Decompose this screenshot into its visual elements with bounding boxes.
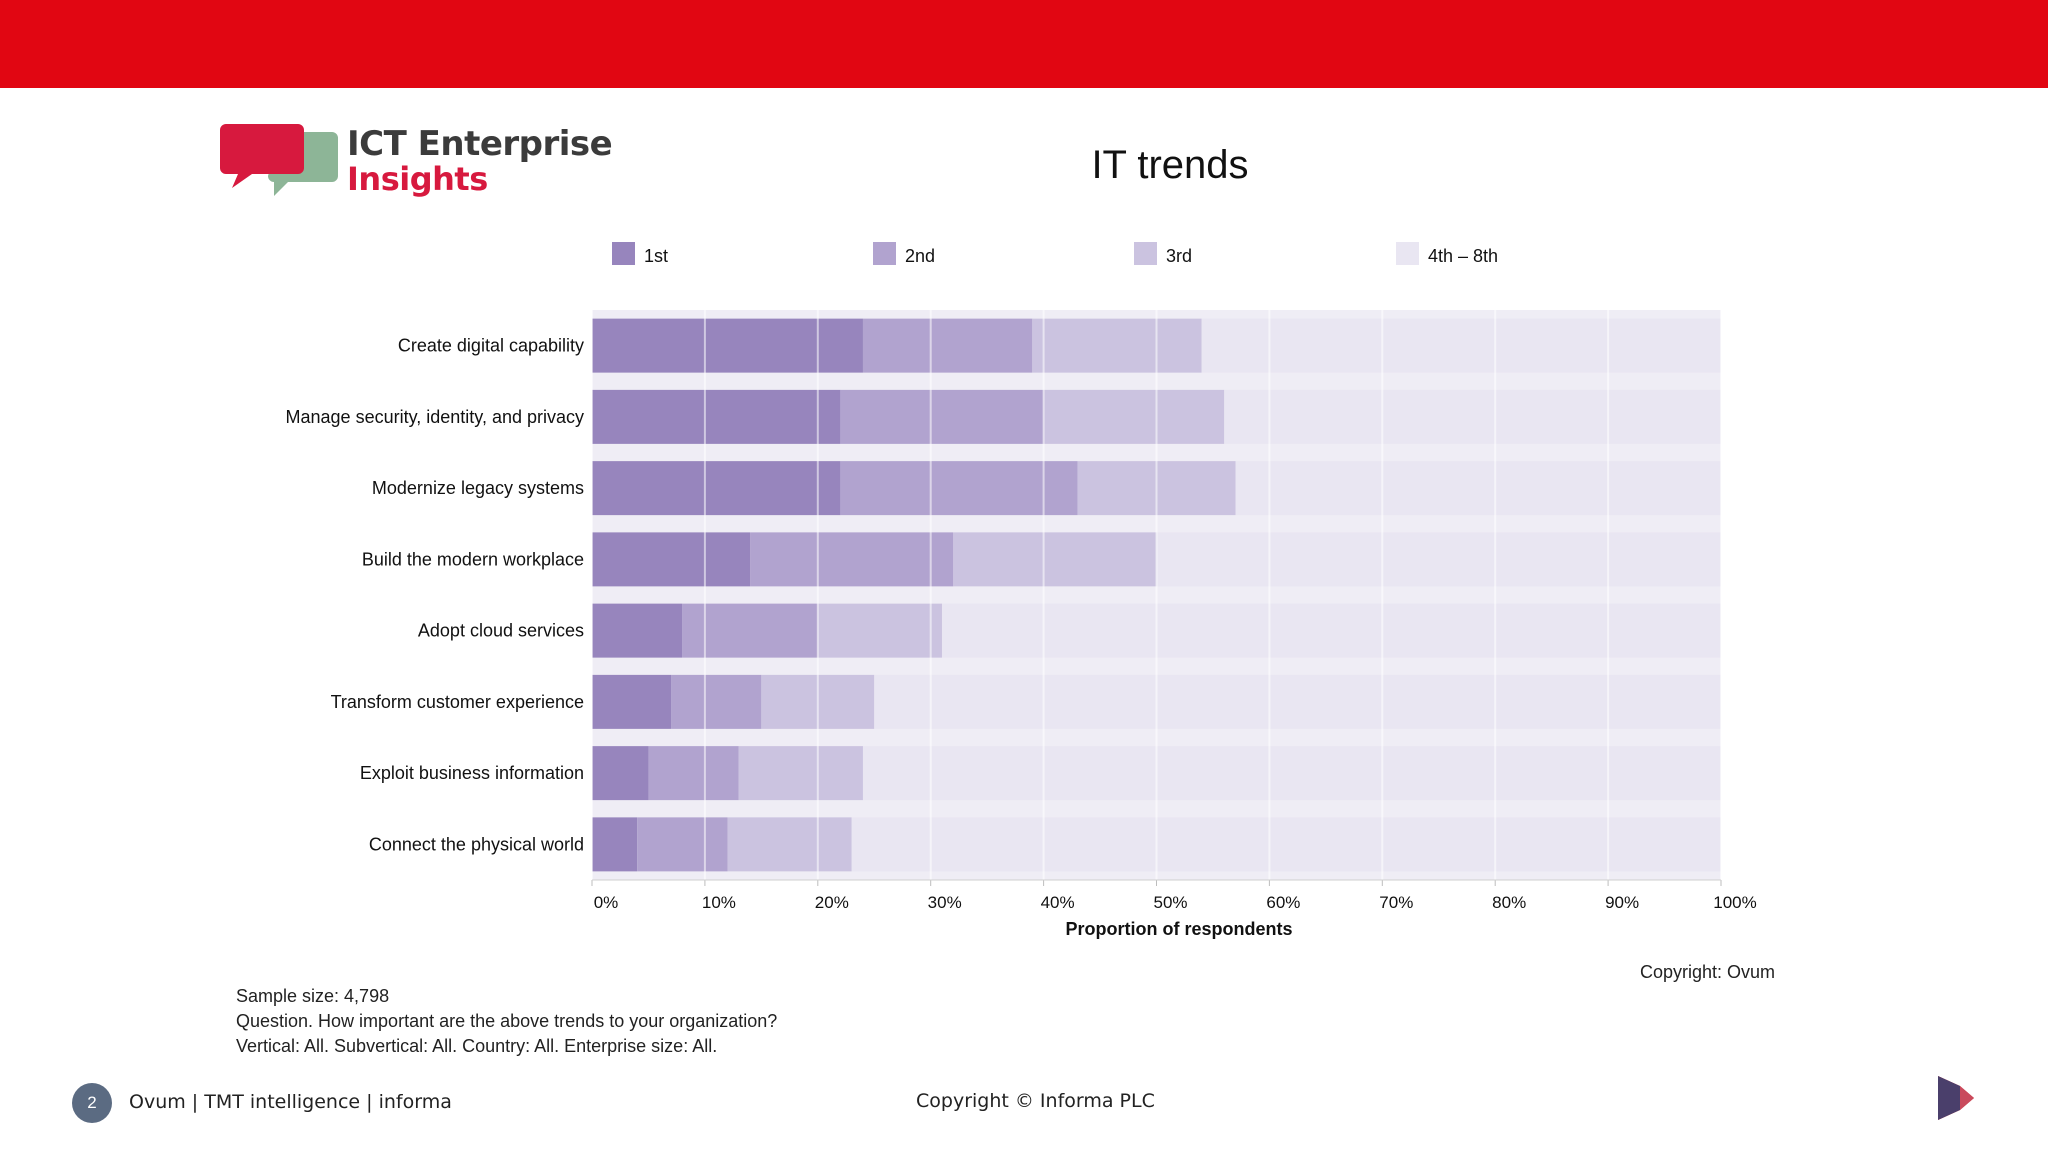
x-tick-label: 30% bbox=[928, 893, 962, 912]
category-label: Connect the physical world bbox=[369, 834, 584, 854]
footer-brand-text: Ovum | TMT intelligence | informa bbox=[129, 1091, 452, 1113]
category-labels: Create digital capability Manage security… bbox=[286, 336, 584, 855]
top-banner bbox=[0, 0, 2048, 88]
legend-swatch bbox=[1396, 242, 1419, 265]
gridlines bbox=[591, 306, 1722, 886]
bar-segment bbox=[648, 746, 739, 801]
category-label: Exploit business information bbox=[360, 763, 584, 783]
bar-segment bbox=[941, 603, 1721, 658]
category-label: Build the modern workplace bbox=[362, 549, 584, 569]
bar-segment bbox=[671, 674, 762, 729]
bar-segment bbox=[953, 532, 1157, 587]
chart-legend: 1st 2nd 3rd 4th – 8th bbox=[612, 242, 1498, 266]
category-label: Adopt cloud services bbox=[418, 621, 584, 641]
footer-copyright: Copyright © Informa PLC bbox=[916, 1090, 1155, 1112]
bar-segment bbox=[1235, 461, 1721, 516]
bar-segment bbox=[637, 817, 728, 872]
x-tick-label: 80% bbox=[1492, 893, 1526, 912]
bar-segment bbox=[1043, 389, 1225, 444]
bar-segment bbox=[592, 389, 841, 444]
page-number-badge: 2 bbox=[72, 1083, 112, 1123]
legend-label: 2nd bbox=[905, 246, 935, 266]
x-tick-label: 40% bbox=[1041, 893, 1075, 912]
bar-segment bbox=[840, 389, 1044, 444]
bar-segment bbox=[862, 746, 1721, 801]
x-tick-label: 70% bbox=[1379, 893, 1413, 912]
x-tick-label: 10% bbox=[702, 893, 736, 912]
x-tick-label: 50% bbox=[1153, 893, 1187, 912]
bar-segment bbox=[738, 746, 863, 801]
bar-segment bbox=[592, 674, 672, 729]
bar-segment bbox=[851, 817, 1721, 872]
x-tick-label: 90% bbox=[1605, 893, 1639, 912]
bar-segment bbox=[840, 461, 1078, 516]
bar-segment bbox=[592, 817, 638, 872]
bar-segment bbox=[862, 318, 1033, 373]
bar-segment bbox=[1156, 532, 1721, 587]
category-label: Create digital capability bbox=[398, 336, 584, 356]
informa-logo-icon bbox=[1938, 1076, 1974, 1120]
bar-segment bbox=[592, 461, 841, 516]
legend-swatch bbox=[873, 242, 896, 265]
x-tick-label: 0% bbox=[594, 893, 619, 912]
category-label: Transform customer experience bbox=[331, 692, 584, 712]
legend-label: 1st bbox=[644, 246, 668, 266]
chart-copyright: Copyright: Ovum bbox=[1639, 962, 1775, 982]
legend-swatch bbox=[612, 242, 635, 265]
filters-note: Vertical: All. Subvertical: All. Country… bbox=[236, 1036, 718, 1056]
bar-segment bbox=[1224, 389, 1721, 444]
category-label: Manage security, identity, and privacy bbox=[286, 407, 584, 427]
bar-segment bbox=[1032, 318, 1202, 373]
x-tick-label: 100% bbox=[1713, 893, 1756, 912]
bar-segment bbox=[682, 603, 818, 658]
bar-segment bbox=[592, 746, 649, 801]
sample-size-note: Sample size: 4,798 bbox=[236, 986, 390, 1006]
legend-swatch bbox=[1134, 242, 1157, 265]
chart-title: IT trends bbox=[1091, 143, 1248, 187]
bar-segment bbox=[817, 603, 942, 658]
question-note: Question. How important are the above tr… bbox=[236, 1011, 778, 1031]
bar-segment bbox=[1201, 318, 1721, 373]
bar-segment bbox=[592, 532, 751, 587]
speech-bubbles-icon bbox=[220, 124, 338, 196]
x-tick-label: 60% bbox=[1266, 893, 1300, 912]
x-tick-label: 20% bbox=[815, 893, 849, 912]
bar-segment bbox=[874, 674, 1721, 729]
category-label: Modernize legacy systems bbox=[372, 478, 584, 498]
bar-segment bbox=[592, 318, 863, 373]
legend-label: 4th – 8th bbox=[1428, 246, 1498, 266]
logo-title-line2: Insights bbox=[347, 160, 488, 198]
ict-enterprise-insights-logo: ICT Enterprise Insights bbox=[220, 118, 613, 204]
bar-segment bbox=[592, 603, 683, 658]
x-axis-ticks: 0% 10% 20% 30% 40% 50% 60% 70% 80% 90% 100% bbox=[594, 893, 1757, 912]
legend-label: 3rd bbox=[1166, 246, 1192, 266]
x-axis-label: Proportion of respondents bbox=[1066, 919, 1293, 939]
bar-segment bbox=[750, 532, 954, 587]
bar-segment bbox=[727, 817, 852, 872]
logo-title-line1: ICT Enterprise bbox=[347, 124, 613, 164]
